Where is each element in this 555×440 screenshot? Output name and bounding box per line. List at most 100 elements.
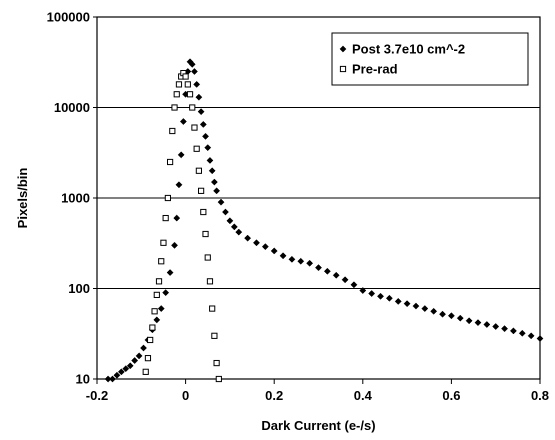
data-point-post-rad	[230, 223, 238, 231]
data-point-pre-rad	[144, 355, 152, 362]
data-point-post-rad	[270, 247, 278, 255]
data-point-pre-rad	[182, 73, 189, 80]
data-point-pre-rad	[142, 368, 149, 375]
data-point-post-rad	[202, 132, 209, 140]
data-point-pre-rad	[166, 158, 174, 166]
data-point-post-rad	[117, 368, 125, 376]
legend-box	[331, 32, 529, 86]
data-point-post-rad	[206, 156, 214, 164]
data-point-pre-rad	[175, 81, 183, 88]
data-point-post-rad	[222, 208, 229, 216]
data-point-pre-rad	[169, 127, 176, 135]
data-point-pre-rad	[206, 278, 214, 285]
y-tick-label: 10	[76, 372, 90, 387]
data-point-pre-rad	[160, 239, 167, 246]
data-point-post-rad	[474, 319, 482, 327]
data-point-post-rad	[217, 198, 225, 206]
data-point-post-rad	[166, 269, 174, 277]
data-point-post-rad	[195, 93, 203, 101]
data-point-post-rad	[157, 305, 165, 313]
x-tick-label: -0.2	[86, 388, 108, 403]
data-point-post-rad	[297, 257, 305, 265]
data-point-pre-rad	[211, 332, 218, 339]
data-point-pre-rad	[186, 91, 194, 98]
data-point-pre-rad	[155, 278, 163, 285]
data-point-post-rad	[421, 305, 429, 313]
data-point-post-rad	[204, 144, 212, 152]
data-point-post-rad	[279, 252, 287, 260]
data-point-post-rad	[244, 234, 252, 242]
data-point-pre-rad	[158, 258, 165, 265]
data-point-post-rad	[261, 243, 269, 251]
data-point-pre-rad	[200, 208, 207, 216]
data-point-post-rad	[226, 217, 234, 225]
data-point-pre-rad	[204, 254, 211, 261]
data-point-pre-rad	[209, 305, 216, 312]
legend-label-post-rad: Post 3.7e10 cm^-2	[352, 42, 465, 57]
legend: Post 3.7e10 cm^-2 Pre-rad	[331, 32, 529, 86]
data-point-post-rad	[197, 108, 205, 116]
data-point-pre-rad	[215, 375, 222, 383]
data-point-post-rad	[359, 287, 367, 294]
data-point-post-rad	[377, 292, 384, 300]
data-point-post-rad	[210, 178, 218, 186]
legend-marker-diamond	[339, 45, 347, 53]
data-point-post-rad	[439, 310, 446, 318]
data-point-post-rad	[323, 267, 331, 275]
data-point-post-rad	[430, 307, 438, 315]
data-point-post-rad	[341, 276, 349, 284]
data-point-pre-rad	[213, 359, 220, 367]
data-point-pre-rad	[151, 308, 158, 315]
data-point-post-rad	[385, 294, 393, 302]
data-point-post-rad	[113, 371, 121, 379]
x-tick-label: 0	[182, 388, 189, 403]
data-point-post-rad	[153, 316, 161, 324]
y-axis-title: Pixels/bin	[15, 168, 30, 229]
data-point-post-rad	[235, 228, 243, 236]
data-point-post-rad	[199, 120, 207, 128]
x-tick-label: 0.6	[442, 388, 460, 403]
data-point-pre-rad	[195, 167, 202, 174]
data-point-post-rad	[368, 290, 376, 297]
x-axis-title: Dark Current (e-/s)	[261, 418, 375, 433]
y-tick-label: 1000	[61, 191, 90, 206]
data-point-pre-rad	[173, 91, 180, 98]
data-point-post-rad	[208, 167, 216, 175]
y-axis-ticks: 10 100 1000 10000 100000	[47, 10, 97, 387]
data-point-post-rad	[509, 327, 517, 335]
series-pre-rad	[142, 69, 222, 383]
data-point-post-rad	[536, 335, 544, 342]
data-point-pre-rad	[164, 194, 171, 202]
data-point-post-rad	[177, 151, 185, 159]
data-point-pre-rad	[162, 214, 169, 222]
data-point-post-rad	[483, 321, 491, 328]
data-point-post-rad	[465, 317, 473, 325]
x-tick-label: 0.4	[354, 388, 373, 403]
data-point-post-rad	[403, 300, 411, 308]
data-point-post-rad	[315, 264, 322, 272]
data-point-post-rad	[171, 241, 178, 249]
data-point-pre-rad	[193, 145, 200, 152]
data-point-post-rad	[140, 344, 147, 352]
data-point-post-rad	[193, 80, 201, 88]
data-point-post-rad	[173, 214, 181, 222]
data-point-post-rad	[253, 239, 260, 247]
data-point-pre-rad	[149, 324, 156, 331]
legend-label-pre-rad: Pre-rad	[352, 62, 398, 77]
data-point-pre-rad	[202, 230, 209, 238]
data-point-post-rad	[492, 323, 500, 330]
x-tick-label: 0.8	[531, 388, 549, 403]
data-point-pre-rad	[198, 187, 205, 194]
x-axis-ticks: -0.2 0 0.2 0.4 0.6 0.8	[86, 379, 549, 403]
legend-square-icon	[339, 65, 347, 73]
data-point-pre-rad	[147, 336, 154, 344]
data-point-post-rad	[131, 357, 139, 364]
data-point-post-rad	[191, 68, 198, 75]
data-point-pre-rad	[153, 291, 160, 298]
data-point-post-rad	[175, 181, 183, 189]
data-point-post-rad	[179, 118, 187, 125]
data-point-post-rad	[288, 255, 296, 263]
data-point-post-rad	[126, 362, 134, 370]
y-tick-label: 10000	[54, 100, 90, 115]
